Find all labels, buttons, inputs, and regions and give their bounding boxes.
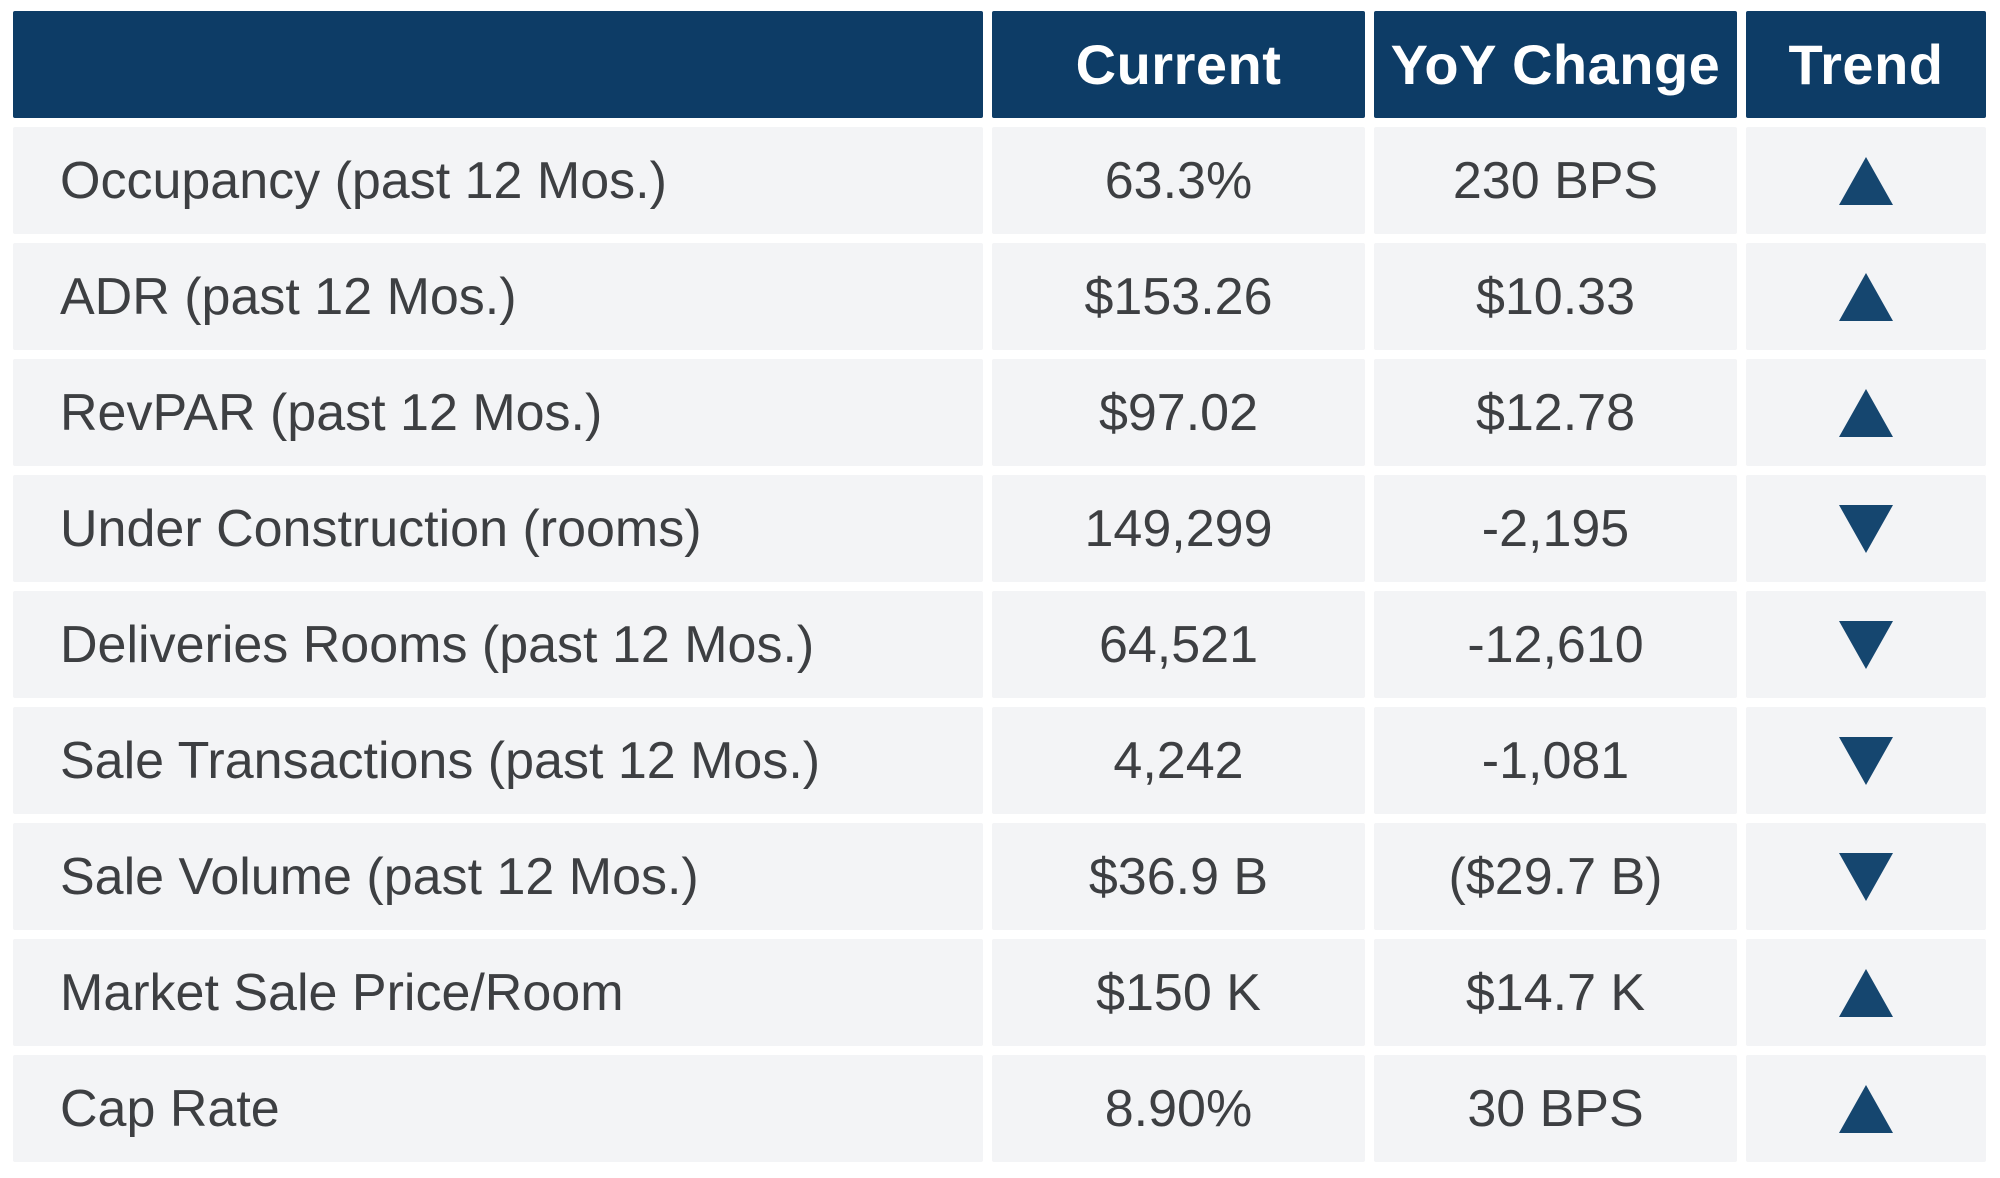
metric-label: ADR (past 12 Mos.) [13, 243, 983, 350]
trend-up-icon [1839, 272, 1893, 321]
trend-up-icon [1839, 1084, 1893, 1133]
trend-up-icon [1839, 968, 1893, 1017]
yoy-change-value: -2,195 [1374, 475, 1737, 582]
header-cell-metric [13, 11, 983, 118]
yoy-change-value: $10.33 [1374, 243, 1737, 350]
table-row: Occupancy (past 12 Mos.) 63.3% 230 BPS [13, 127, 1987, 234]
trend-cell [1746, 823, 1986, 930]
current-value: 63.3% [992, 127, 1365, 234]
current-value: $97.02 [992, 359, 1365, 466]
trend-cell [1746, 243, 1986, 350]
table-row: Market Sale Price/Room $150 K $14.7 K [13, 939, 1987, 1046]
trend-cell [1746, 359, 1986, 466]
trend-down-icon [1839, 736, 1893, 785]
metric-label: Market Sale Price/Room [13, 939, 983, 1046]
trend-cell [1746, 707, 1986, 814]
table-row: Sale Transactions (past 12 Mos.) 4,242 -… [13, 707, 1987, 814]
metric-label: Cap Rate [13, 1055, 983, 1162]
yoy-change-value: $12.78 [1374, 359, 1737, 466]
table-row: Sale Volume (past 12 Mos.) $36.9 B ($29.… [13, 823, 1987, 930]
trend-down-icon [1839, 504, 1893, 553]
trend-cell [1746, 1055, 1986, 1162]
table-row: RevPAR (past 12 Mos.) $97.02 $12.78 [13, 359, 1987, 466]
trend-cell [1746, 127, 1986, 234]
trend-down-icon [1839, 620, 1893, 669]
metric-label: Occupancy (past 12 Mos.) [13, 127, 983, 234]
metric-label: Under Construction (rooms) [13, 475, 983, 582]
current-value: 149,299 [992, 475, 1365, 582]
current-value: $36.9 B [992, 823, 1365, 930]
trend-cell [1746, 591, 1986, 698]
trend-down-icon [1839, 852, 1893, 901]
table-header-row: Current YoY Change Trend [13, 11, 1987, 118]
yoy-change-value: -12,610 [1374, 591, 1737, 698]
current-value: $150 K [992, 939, 1365, 1046]
yoy-change-value: ($29.7 B) [1374, 823, 1737, 930]
header-cell-yoy-change: YoY Change [1374, 11, 1737, 118]
metric-label: Sale Volume (past 12 Mos.) [13, 823, 983, 930]
metric-label: Deliveries Rooms (past 12 Mos.) [13, 591, 983, 698]
trend-cell [1746, 939, 1986, 1046]
metric-label: RevPAR (past 12 Mos.) [13, 359, 983, 466]
yoy-change-value: 30 BPS [1374, 1055, 1737, 1162]
current-value: 4,242 [992, 707, 1365, 814]
trend-up-icon [1839, 388, 1893, 437]
current-value: 64,521 [992, 591, 1365, 698]
header-cell-trend: Trend [1746, 11, 1986, 118]
table-row: Deliveries Rooms (past 12 Mos.) 64,521 -… [13, 591, 1987, 698]
current-value: 8.90% [992, 1055, 1365, 1162]
table-row: Cap Rate 8.90% 30 BPS [13, 1055, 1987, 1162]
table-body: Occupancy (past 12 Mos.) 63.3% 230 BPS A… [13, 127, 1987, 1162]
trend-up-icon [1839, 156, 1893, 205]
yoy-change-value: $14.7 K [1374, 939, 1737, 1046]
yoy-change-value: -1,081 [1374, 707, 1737, 814]
current-value: $153.26 [992, 243, 1365, 350]
yoy-change-value: 230 BPS [1374, 127, 1737, 234]
table-row: Under Construction (rooms) 149,299 -2,19… [13, 475, 1987, 582]
header-cell-current: Current [992, 11, 1365, 118]
metric-label: Sale Transactions (past 12 Mos.) [13, 707, 983, 814]
table-row: ADR (past 12 Mos.) $153.26 $10.33 [13, 243, 1987, 350]
trend-cell [1746, 475, 1986, 582]
